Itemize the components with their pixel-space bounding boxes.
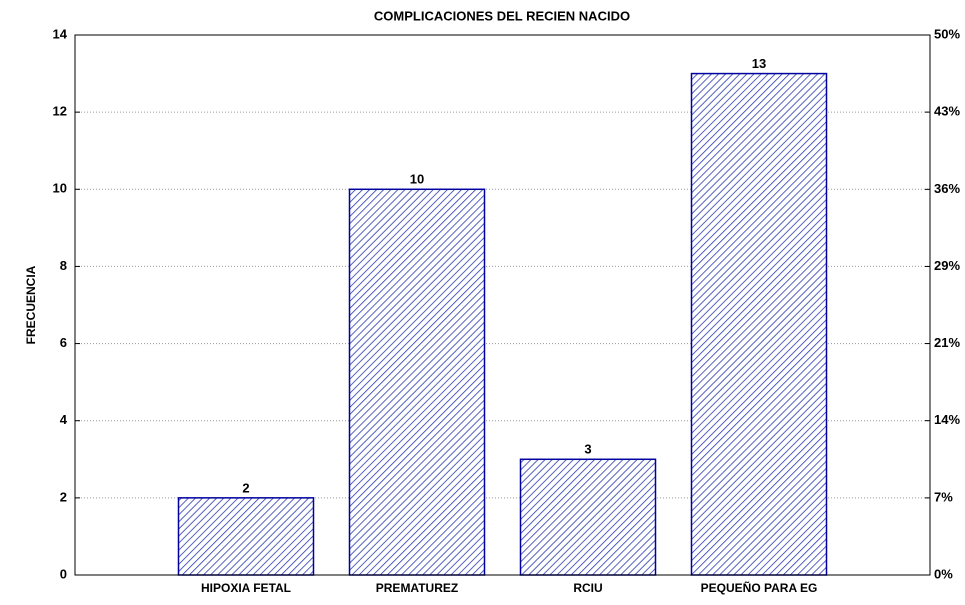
y-tick-label: 2 xyxy=(60,489,67,504)
bar xyxy=(519,458,657,576)
y2-tick-label: 21% xyxy=(934,335,960,350)
y-axis-label: FRECUENCIA xyxy=(24,265,38,344)
y2-tick-label: 43% xyxy=(934,104,960,119)
bar xyxy=(348,188,486,576)
y2-tick-label: 7% xyxy=(934,489,953,504)
x-tick-label: RCIU xyxy=(573,581,602,595)
plot-frame xyxy=(74,34,931,576)
value-label: 3 xyxy=(584,442,591,457)
y-tick-label: 6 xyxy=(60,335,67,350)
y-tick-label: 4 xyxy=(60,412,68,427)
bar xyxy=(177,497,315,576)
y-tick-label: 8 xyxy=(60,258,67,273)
value-label: 2 xyxy=(242,480,249,495)
value-label: 10 xyxy=(410,172,424,187)
bar xyxy=(690,72,828,576)
y2-tick-label: 14% xyxy=(934,412,960,427)
x-tick-label: PREMATUREZ xyxy=(376,581,458,595)
chart-title: COMPLICACIONES DEL RECIEN NACIDO xyxy=(374,8,630,23)
y-tick-label: 12 xyxy=(53,104,67,119)
x-tick-label: PEQUEÑO PARA EG xyxy=(701,580,818,595)
y2-tick-label: 29% xyxy=(934,258,960,273)
value-label: 13 xyxy=(752,56,766,71)
y-tick-label: 14 xyxy=(53,26,68,41)
y-tick-label: 10 xyxy=(53,181,67,196)
y2-tick-label: 0% xyxy=(934,566,953,581)
y2-tick-label: 36% xyxy=(934,181,960,196)
y2-tick-label: 50% xyxy=(934,26,960,41)
y-tick-label: 0 xyxy=(60,566,67,581)
x-tick-label: HIPOXIA FETAL xyxy=(201,581,291,595)
